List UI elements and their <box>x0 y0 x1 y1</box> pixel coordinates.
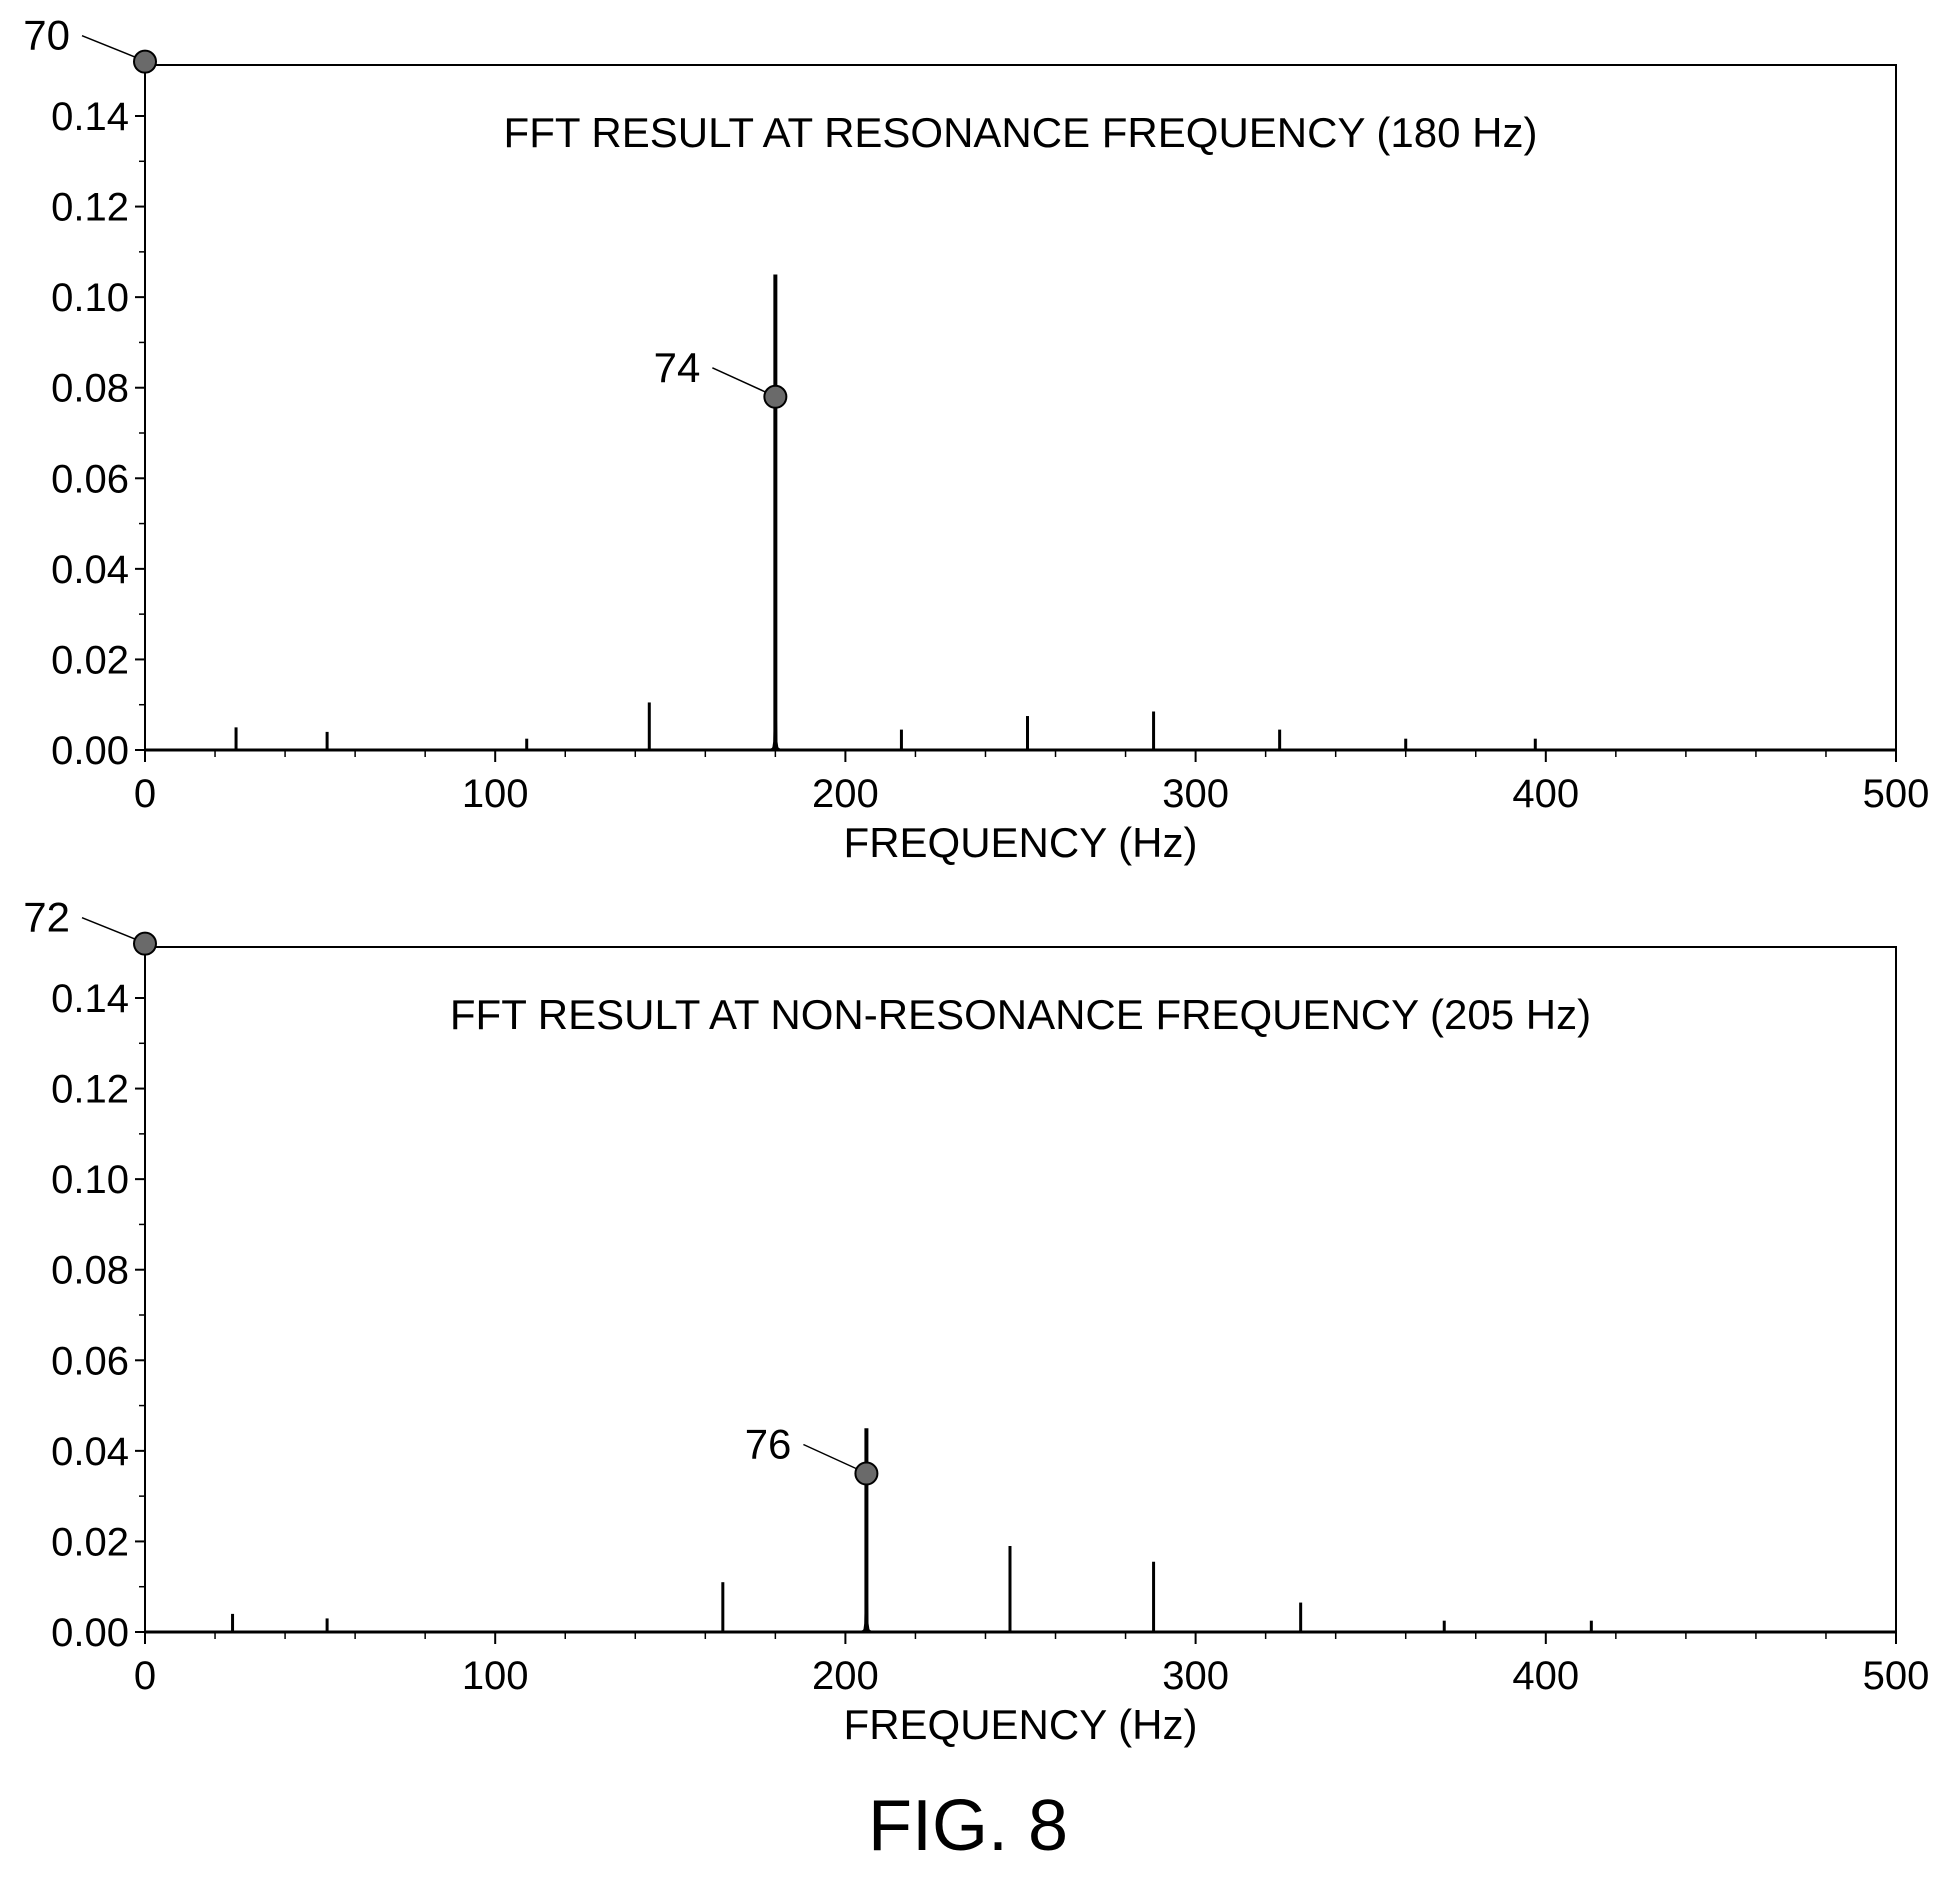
x-axis-label: FREQUENCY (Hz) <box>844 819 1198 866</box>
x-tick-label: 200 <box>812 772 879 816</box>
annotation-marker <box>133 931 157 956</box>
y-tick-label: 0.06 <box>51 1339 129 1383</box>
annotation-leader <box>803 1443 861 1472</box>
y-tick-label: 0.04 <box>51 1430 129 1474</box>
y-tick-label: 0.08 <box>51 1249 129 1293</box>
peak-skirt <box>838 1586 895 1634</box>
annotation-marker <box>854 1461 879 1486</box>
chart-title: FFT RESULT AT RESONANCE FREQUENCY (180 H… <box>504 109 1538 156</box>
x-tick-label: 500 <box>1863 772 1930 816</box>
plot-frame-2 <box>144 946 1897 1633</box>
reference-numeral: 72 <box>23 894 70 941</box>
annotation-marker <box>763 384 788 409</box>
figure-caption: FIG. 8 <box>867 1786 1069 1866</box>
annotation-leader <box>712 367 770 395</box>
y-tick-label: 0.10 <box>51 276 129 320</box>
annotation-marker <box>133 49 157 74</box>
x-tick-label: 100 <box>462 1654 529 1698</box>
chart-title: FFT RESULT AT NON-RESONANCE FREQUENCY (2… <box>450 991 1591 1038</box>
x-tick-label: 300 <box>1162 1654 1229 1698</box>
reference-numeral: 74 <box>654 344 701 391</box>
y-tick-label: 0.06 <box>51 457 129 501</box>
y-tick-label: 0.00 <box>51 1611 129 1655</box>
x-tick-label: 400 <box>1512 772 1579 816</box>
x-axis-label: FREQUENCY (Hz) <box>844 1701 1198 1748</box>
peak-skirt <box>747 704 804 752</box>
x-tick-label: 300 <box>1162 772 1229 816</box>
y-tick-label: 0.12 <box>51 186 129 230</box>
x-tick-label: 500 <box>1863 1654 1930 1698</box>
x-tick-label: 100 <box>462 772 529 816</box>
x-tick-label: 0 <box>134 772 156 816</box>
y-tick-label: 0.02 <box>51 1520 129 1564</box>
y-tick-label: 0.10 <box>51 1158 129 1202</box>
y-tick-label: 0.14 <box>51 95 129 139</box>
y-tick-label: 0.04 <box>51 548 129 592</box>
x-tick-label: 200 <box>812 1654 879 1698</box>
reference-numeral: 76 <box>745 1421 792 1468</box>
x-tick-label: 400 <box>1512 1654 1579 1698</box>
x-tick-label: 0 <box>134 1654 156 1698</box>
reference-numeral: 70 <box>23 12 70 59</box>
y-tick-label: 0.12 <box>51 1068 129 1112</box>
y-tick-label: 0.00 <box>51 729 129 773</box>
annotation-leader <box>81 916 140 942</box>
annotation-leader <box>81 34 140 60</box>
y-tick-label: 0.14 <box>51 977 129 1021</box>
y-tick-label: 0.08 <box>51 367 129 411</box>
plot-frame-1 <box>144 64 1897 751</box>
y-tick-label: 0.02 <box>51 638 129 682</box>
